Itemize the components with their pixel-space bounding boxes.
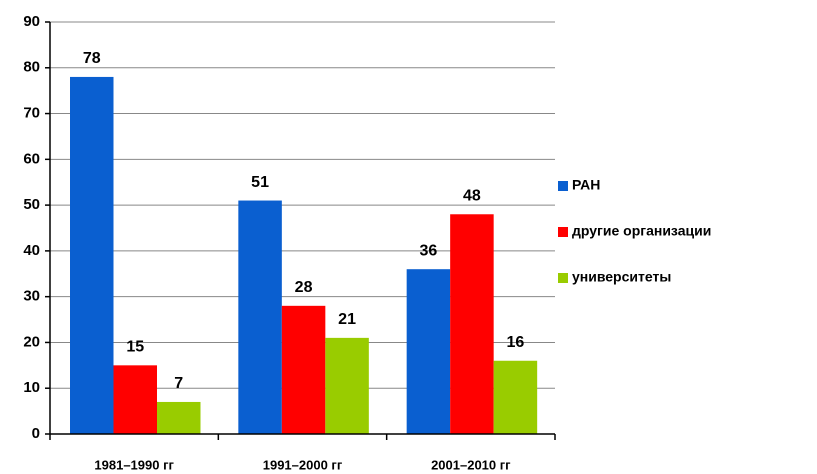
y-tick-label: 10 xyxy=(23,379,40,396)
legend-swatch xyxy=(558,273,568,283)
data-label: 15 xyxy=(126,339,144,356)
data-label: 28 xyxy=(295,279,313,296)
y-tick-label: 0 xyxy=(32,425,40,442)
y-tick-label: 30 xyxy=(23,288,40,305)
legend-label: другие организации xyxy=(572,223,711,239)
y-tick-label: 50 xyxy=(23,196,40,213)
y-tick-label: 70 xyxy=(23,105,40,122)
data-label: 16 xyxy=(507,334,525,351)
x-tick-label: 2001–2010 гг xyxy=(431,457,511,472)
data-label: 78 xyxy=(83,50,101,67)
bar xyxy=(238,200,282,434)
y-tick-label: 60 xyxy=(23,150,40,167)
legend-swatch xyxy=(558,227,568,237)
data-label: 21 xyxy=(338,311,356,328)
y-tick-label: 80 xyxy=(23,59,40,76)
bar xyxy=(113,365,157,434)
legend-label: университеты xyxy=(572,269,671,285)
data-label: 36 xyxy=(420,242,438,259)
bar xyxy=(281,305,326,434)
data-label: 48 xyxy=(463,187,481,204)
bar xyxy=(157,401,201,434)
y-tick-label: 90 xyxy=(23,13,40,30)
bar xyxy=(450,214,494,434)
legend-label: РАН xyxy=(572,177,600,193)
data-label: 7 xyxy=(174,375,183,392)
x-tick-label: 1991–2000 гг xyxy=(263,457,343,472)
data-label: 51 xyxy=(251,174,269,191)
x-tick-label: 1981–1990 гг xyxy=(94,457,174,472)
y-tick-label: 40 xyxy=(23,242,40,259)
bar xyxy=(406,269,451,434)
bar xyxy=(70,76,114,434)
bar xyxy=(493,360,538,434)
y-tick-label: 20 xyxy=(23,333,40,350)
bar xyxy=(325,337,369,434)
legend-swatch xyxy=(558,181,568,191)
